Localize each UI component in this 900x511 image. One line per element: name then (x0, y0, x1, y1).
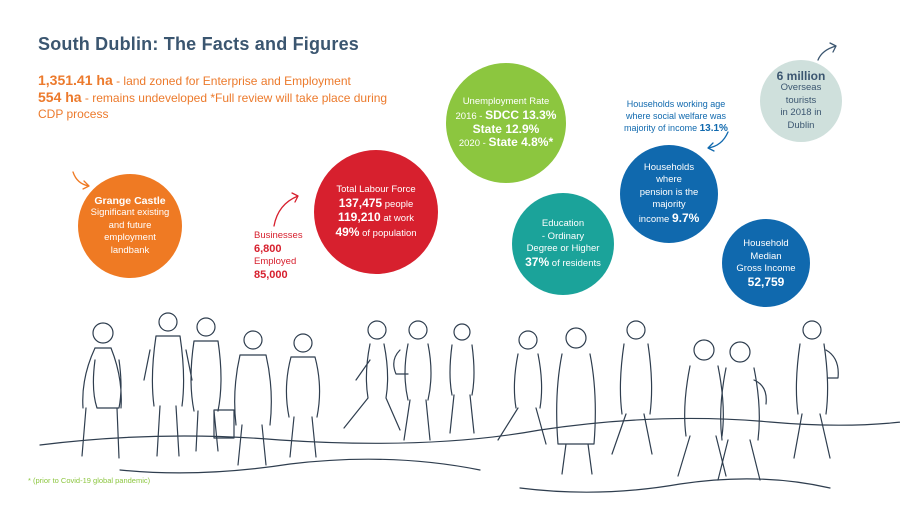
businesses-stat: Businesses 6,800 Employed 85,000 (254, 230, 303, 282)
unemp-line2-prefix: 2016 - (455, 110, 486, 122)
pension-line4: majority (652, 199, 686, 211)
edu-pct-text: of residents (549, 257, 601, 269)
tourists-line2: tourists (785, 94, 817, 106)
land-zoned-value: 1,351.41 ha (38, 72, 113, 88)
pension-line3: pension is the (639, 186, 699, 198)
grange-heading: Grange Castle (94, 194, 166, 207)
labour-work-text: at work (380, 213, 414, 224)
edu-pct-value: 37% (525, 254, 550, 269)
edu-line1: Education (541, 218, 585, 229)
edu-line2: - Ordinary (541, 230, 585, 242)
median-income-circle: Household Median Gross Income 52,759 (722, 219, 810, 307)
unemp-label: Unemployment Rate (462, 96, 550, 107)
businesses-count: 6,800 (254, 242, 282, 255)
intro-text: 1,351.41 ha - land zoned for Enterprise … (38, 72, 398, 122)
grange-line4: landbank (110, 244, 150, 256)
unemp-state-2020: State 4.8%* (488, 134, 554, 149)
pension-line2: where (656, 174, 682, 186)
land-zoned-text: - land zoned for Enterprise and Employme… (112, 74, 351, 88)
grange-line1: Significant existing (90, 207, 170, 219)
unemployment-circle: Unemployment Rate 2016 - SDCC 13.3% Stat… (446, 63, 566, 183)
income-line3: Gross Income (736, 263, 796, 274)
tourists-circle: 6 million Overseas tourists in 2018 in D… (760, 60, 842, 142)
pension-line1: Households (643, 161, 695, 173)
income-line1: Household (743, 238, 789, 249)
labour-people-text: people (382, 198, 414, 210)
edu-line3: Degree or Higher (526, 243, 600, 254)
welfare-stat: Households working age where social welf… (610, 98, 742, 135)
tourists-line1: Overseas (780, 82, 822, 94)
labour-people-value: 137,475 (338, 195, 383, 210)
welfare-value: 13.1% (699, 123, 728, 134)
tourists-line4: Dublin (787, 119, 815, 131)
labour-label: Total Labour Force (336, 184, 416, 195)
businesses-label: Businesses (254, 230, 303, 241)
labour-pct-text: of population (359, 227, 417, 239)
grange-line3: employment (104, 232, 156, 244)
labour-work-value: 119,210 (338, 210, 381, 224)
employed-count: 85,000 (254, 268, 288, 281)
income-line2: Median (750, 250, 782, 262)
grange-line2: and future (108, 219, 152, 231)
arrow-blue-icon (707, 131, 729, 152)
tourists-line3: in 2018 in (780, 107, 822, 119)
pension-value: 9.7% (671, 210, 700, 225)
grange-castle-circle: Grange Castle Significant existing and f… (78, 174, 182, 278)
arrow-orange-icon (72, 171, 90, 190)
unemp-sdcc: SDCC 13.3% (485, 107, 557, 122)
income-value: 52,759 (747, 274, 785, 289)
unemp-line4-prefix: 2020 - (458, 137, 489, 149)
pension-circle: Households where pension is the majority… (620, 145, 718, 243)
welfare-line3-prefix: majority of income (624, 123, 700, 133)
page-title: South Dublin: The Facts and Figures (38, 34, 360, 54)
welfare-line2: where social welfare was (625, 111, 727, 121)
labour-pct-value: 49% (335, 224, 360, 239)
employed-label: Employed (254, 256, 297, 267)
education-circle: Education - Ordinary Degree or Higher 37… (512, 193, 614, 295)
undeveloped-text: - remains undeveloped *Full review will … (38, 91, 388, 121)
unemp-state: State 12.9% (472, 122, 540, 136)
arrow-red-icon (273, 192, 299, 227)
pension-line5-prefix: income (638, 213, 672, 225)
labour-force-circle: Total Labour Force 137,475 people 119,21… (314, 150, 438, 274)
welfare-line1: Households working age (626, 99, 726, 109)
arrow-grey-icon (817, 42, 837, 61)
tourists-value: 6 million (776, 68, 826, 83)
footnote: * (prior to Covid-19 global pandemic) (28, 476, 151, 485)
undeveloped-value: 554 ha (38, 89, 82, 105)
